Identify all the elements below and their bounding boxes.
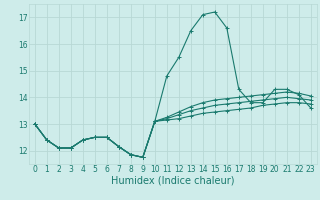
- X-axis label: Humidex (Indice chaleur): Humidex (Indice chaleur): [111, 176, 235, 186]
